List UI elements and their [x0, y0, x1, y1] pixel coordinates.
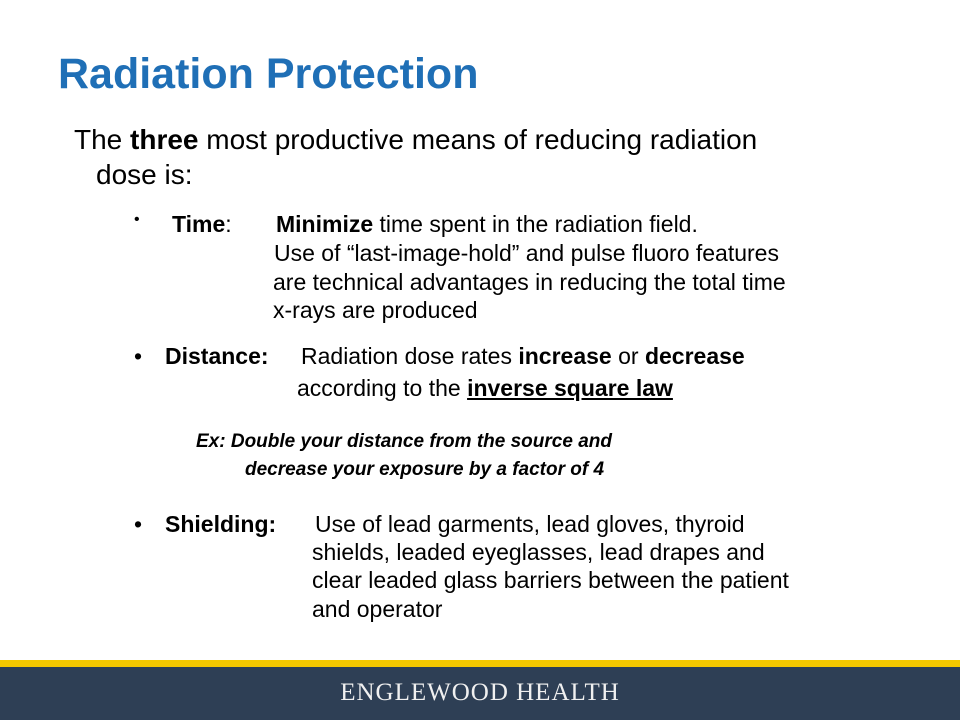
- bullet: •: [134, 211, 140, 228]
- example-line-1: Ex: Double your distance from the source…: [196, 431, 612, 452]
- example-line-2: decrease your exposure by a factor of 4: [245, 459, 605, 480]
- footer-bar: [0, 667, 960, 720]
- shielding-line-1: Use of lead garments, lead gloves, thyro…: [315, 511, 745, 537]
- time-line-3: are technical advantages in reducing the…: [273, 269, 786, 295]
- intro-line-2: dose is:: [96, 159, 193, 190]
- time-label: Time:: [172, 211, 232, 237]
- time-line-1: Minimize time spent in the radiation fie…: [276, 211, 698, 237]
- distance-line-2: according to the inverse square law: [297, 375, 673, 401]
- brand-logo-text: ENGLEWOOD HEALTH: [340, 679, 620, 706]
- slide-title: Radiation Protection: [58, 50, 479, 98]
- shielding-line-3: clear leaded glass barriers between the …: [312, 567, 789, 593]
- shielding-line-4: and operator: [312, 596, 443, 622]
- intro-line-1: The three most productive means of reduc…: [74, 124, 758, 155]
- footer-gold-stripe: [0, 660, 960, 667]
- distance-label: Distance:: [165, 343, 269, 369]
- bullet: •: [134, 343, 143, 369]
- bullet: •: [134, 511, 143, 537]
- time-line-2: Use of “last-image-hold” and pulse fluor…: [274, 240, 779, 266]
- shielding-line-2: shields, leaded eyeglasses, lead drapes …: [312, 539, 765, 565]
- inverse-square-law: inverse square law: [467, 375, 673, 401]
- distance-line-1: Radiation dose rates increase or decreas…: [301, 343, 745, 369]
- shielding-label: Shielding:: [165, 511, 277, 537]
- time-line-4: x-rays are produced: [273, 297, 478, 323]
